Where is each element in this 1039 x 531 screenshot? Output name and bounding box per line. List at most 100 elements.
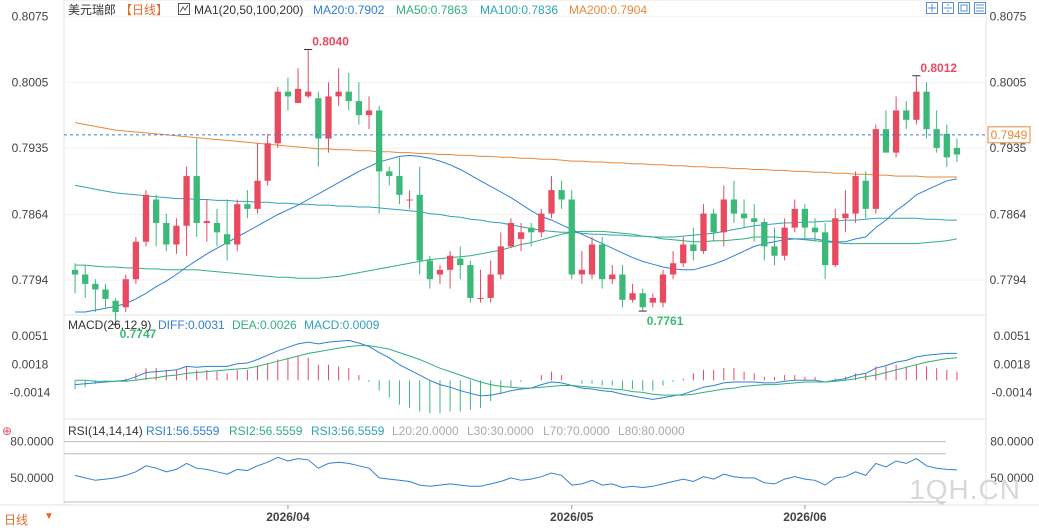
ma-settings-icon[interactable] [178, 3, 191, 18]
candle-body [396, 176, 403, 195]
candle-body [700, 213, 707, 252]
candle-body [609, 274, 616, 280]
menu-icon[interactable] [974, 2, 986, 14]
candle-body [568, 199, 575, 275]
candle-body [822, 232, 829, 266]
candle-body [649, 297, 656, 303]
candle-body [852, 176, 859, 214]
candle-body [467, 265, 474, 298]
l70-label: L70:70.0000 [543, 424, 610, 438]
price-panel-frame [63, 0, 987, 316]
candle-body [436, 269, 444, 275]
rsi2-label: RSI2:56.5559 [229, 424, 303, 438]
candle-body [315, 98, 322, 139]
candle-body [882, 129, 890, 153]
candle-body [943, 133, 950, 158]
low-annotation: 0.7747 [120, 327, 157, 341]
rsi-tick-left: 80.0000 [10, 435, 54, 449]
candle-body [426, 260, 433, 280]
expand-icon[interactable] [958, 2, 970, 14]
candle-body [274, 91, 281, 144]
candle-body [801, 208, 809, 228]
candle-body [244, 204, 251, 209]
candle-body [183, 176, 190, 226]
ma200-line [75, 122, 957, 178]
zoom-in-icon[interactable] [926, 2, 938, 14]
high-annotation: 0.8012 [920, 61, 957, 75]
period-button[interactable]: 日线 [4, 513, 29, 527]
l20-label: L20:20.0000 [392, 424, 459, 438]
candle-body [284, 91, 292, 97]
candle-body [791, 208, 798, 228]
rsi-tick-left: 50.0000 [10, 471, 54, 485]
candle-body [365, 110, 373, 116]
candle-body [771, 246, 778, 256]
ma50-line [75, 230, 957, 279]
candle-body [761, 222, 768, 247]
candle-body [903, 110, 910, 120]
ma100-line [75, 184, 957, 238]
price-tick-right: 0.7935 [990, 141, 1027, 155]
price-tick-right: 0.7794 [990, 273, 1027, 287]
ma20-label: MA20:0.7902 [313, 3, 385, 17]
price-tick-right: 0.7864 [990, 208, 1027, 222]
candle-body [355, 101, 363, 116]
ma100-label: MA100:0.7836 [480, 3, 559, 17]
macd-value-label: MACD:0.0009 [304, 318, 380, 332]
candle-body [730, 199, 738, 214]
date-label: 2026/04 [266, 510, 310, 524]
candle-body [599, 244, 606, 280]
candle-body [477, 297, 484, 299]
candle-body [82, 274, 89, 284]
price-tick-left: 0.8075 [12, 10, 49, 24]
candle-body [953, 147, 961, 155]
candle-body [345, 91, 352, 102]
candle-body [862, 180, 869, 209]
price-tick-right: 0.8005 [990, 75, 1027, 89]
candle-body [386, 171, 393, 177]
macd-tick-left: -0.0014 [10, 385, 51, 399]
candle-body [680, 244, 687, 264]
candle-body [193, 176, 200, 223]
candle-body [811, 227, 819, 233]
candle-body [305, 91, 312, 97]
candle-body [102, 289, 109, 299]
chevron-down-icon[interactable]: ▼ [44, 511, 54, 522]
macd-tick-right: -0.0014 [992, 385, 1033, 399]
zoom-out-icon[interactable] [942, 2, 954, 14]
candle-body [548, 190, 555, 214]
candle-body [629, 293, 636, 300]
rsi-title: RSI(14,14,14) [68, 424, 143, 438]
candle-body [892, 110, 900, 153]
candle-body [669, 263, 677, 275]
candle-body [528, 227, 535, 233]
watermark: 1QH.CN [909, 474, 1021, 505]
candle-body [416, 194, 423, 261]
candle-body [507, 222, 515, 247]
period-label[interactable]: 【日线】 [120, 3, 169, 17]
candle-body [203, 221, 210, 223]
candle-body [163, 222, 170, 245]
candle-body [264, 143, 271, 181]
candle-body [832, 218, 839, 266]
candle-body [639, 293, 646, 308]
candle-body [781, 227, 788, 256]
date-label: 2026/06 [783, 510, 827, 524]
candle-body [842, 213, 849, 219]
price-tick-left: 0.7794 [12, 273, 49, 287]
candle-body [335, 91, 342, 97]
candle-body [223, 234, 231, 245]
candle-body [446, 255, 454, 270]
candle-body [153, 199, 160, 223]
macd-tick-left: 0.0051 [12, 329, 49, 343]
candle-body [872, 129, 879, 209]
price-tick-left: 0.8005 [12, 75, 49, 89]
price-tick-left: 0.7935 [12, 141, 49, 155]
candle-body [71, 269, 79, 275]
price-tick-left: 0.7864 [12, 208, 49, 222]
candle-body [497, 246, 504, 275]
macd-dea-label: DEA:0.0026 [232, 318, 297, 332]
crosshair-icon[interactable]: ⊕ [2, 424, 13, 438]
